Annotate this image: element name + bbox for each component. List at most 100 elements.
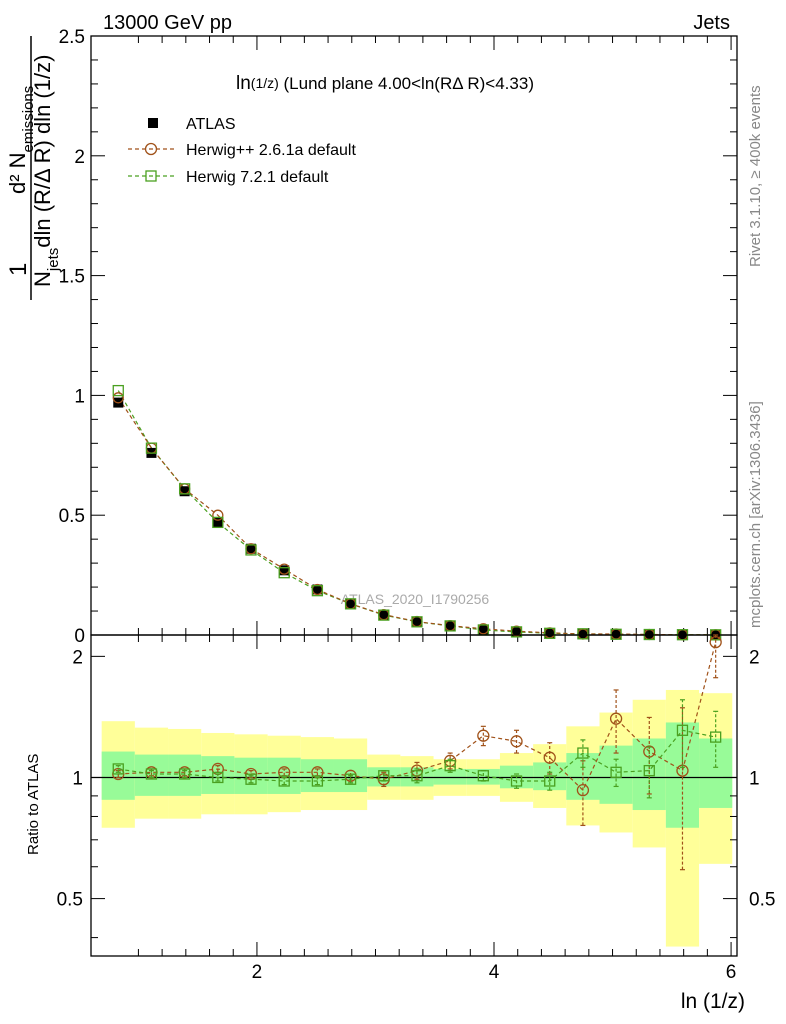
herwig7-ratio-point — [444, 760, 456, 772]
herwig7-point — [112, 384, 124, 397]
y-label-numerator-sub: emissions — [20, 86, 37, 153]
herwig7-ratio-point — [311, 775, 324, 787]
atlas-point — [445, 621, 456, 632]
mcplots-label: mcplots.cern.ch [arXiv:1306.3436] — [747, 401, 764, 628]
x-axis-label: ln (1/z) — [681, 990, 745, 1013]
herwigpp-ratio-point — [543, 751, 556, 764]
y-label-numerator-main: d² N — [5, 152, 30, 194]
herwig7-ratio-point — [577, 747, 589, 759]
herwig7-ratio-point — [178, 768, 191, 780]
y-label-denominator-main: dln (R/Δ R) dln (1/z) — [30, 55, 55, 248]
herwig7-ratio-point — [411, 770, 423, 782]
herwig7-point — [212, 516, 224, 529]
herwig7-ratio-point — [378, 770, 390, 782]
legend-herwig7-marker — [145, 170, 157, 182]
herwig7-ratio-point — [676, 724, 689, 736]
y-tick-label: 2 — [74, 147, 85, 168]
atlas-point — [345, 598, 356, 609]
herwig7-ratio-point — [245, 773, 257, 785]
plot-title-rest: (Lund plane 4.00<ln(RΔ R)<4.33) — [279, 74, 534, 93]
herwigpp-ratio-point — [609, 712, 623, 725]
ratio-y-tick-label: 1 — [72, 768, 83, 789]
atlas-point — [378, 609, 389, 620]
legend-herwigpp-marker — [144, 142, 158, 156]
ratio-y-tick-label-right: 0.5 — [749, 890, 775, 911]
herwigpp-ratio-point — [709, 635, 722, 649]
herwig7-point — [145, 442, 158, 454]
ratio-y-tick-label-right: 2 — [749, 647, 760, 668]
y-label-numerator: d² Nemissions — [5, 86, 37, 194]
atlas-point — [511, 626, 522, 637]
herwigpp-ratio-point — [477, 729, 490, 742]
ratio-y-tick-label: 0.5 — [57, 890, 83, 911]
plot-title-base: ln — [236, 73, 251, 94]
atlas-point — [279, 565, 290, 576]
y-axis-label-main: 1 d² Nemissions Njetsdln (R/Δ R) dln (1/… — [5, 36, 62, 300]
x-tick-label: 4 — [489, 962, 500, 983]
ratio-y-tick-label-right: 1 — [749, 768, 760, 789]
herwig7-ratio-point — [710, 731, 722, 743]
herwig7-point — [577, 628, 589, 640]
herwig7-ratio-point — [112, 763, 124, 775]
herwig7-ratio-line — [118, 729, 716, 782]
y-label-denominator-sub: jets — [45, 248, 62, 272]
herwig7-ratio-point — [145, 768, 158, 780]
herwig7-ratio-point — [643, 764, 655, 777]
herwig7-ratio-point — [212, 771, 224, 784]
herwig7-ratio-point — [510, 775, 523, 787]
herwigpp-point — [212, 509, 224, 521]
atlas-point — [246, 543, 257, 554]
herwigpp-point — [112, 392, 124, 404]
herwig7-point — [178, 483, 191, 495]
atlas-point — [212, 517, 223, 528]
herwig7-ratio-point — [278, 775, 290, 787]
header-jets-label: Jets — [693, 12, 730, 34]
herwig7-point — [311, 585, 324, 597]
atlas-point — [478, 624, 489, 635]
uncertainty-band-green — [632, 738, 666, 811]
ratio-y-tick-label: 2 — [72, 647, 83, 668]
herwig7-point — [411, 616, 423, 628]
legend: ATLAS Herwig++ 2.6.1a default Herwig 7.2… — [128, 116, 356, 186]
herwig7-ratio-point — [610, 766, 622, 778]
herwig7-point — [378, 609, 390, 621]
rivet-version-label: Rivet 3.1.10, ≥ 400k events — [747, 85, 764, 267]
y-tick-label: 0.5 — [59, 506, 85, 527]
herwig7-ratio-point — [544, 775, 556, 787]
plot-title: ln(1/z) (Lund plane 4.00<ln(RΔ R)<4.33) — [236, 73, 534, 94]
legend-atlas-marker — [148, 118, 158, 128]
atlas-point — [411, 616, 422, 627]
y-tick-label: 1 — [74, 386, 85, 407]
y-tick-label: 1.5 — [59, 267, 85, 288]
herwigpp-ratio-point — [510, 735, 523, 748]
atlas-point — [179, 486, 190, 497]
herwigpp-ratio-point — [576, 784, 590, 797]
herwig7-point — [444, 620, 456, 632]
herwig7-point — [245, 544, 257, 556]
ratio-panel: 2 4 6 0.5 0.5 1 1 2 2 — [57, 634, 775, 983]
herwigpp-ratio-line — [118, 641, 717, 792]
herwig7-point — [544, 627, 556, 639]
atlas-point — [577, 629, 588, 640]
uncertainty-band-green — [699, 738, 733, 808]
herwig7-ratio-point — [477, 770, 489, 782]
herwig7-ratio-point — [344, 773, 357, 785]
legend-herwigpp-label: Herwig++ 2.6.1a default — [186, 142, 356, 159]
plot-title-sub: (1/z) — [251, 75, 279, 91]
herwig7-point — [610, 628, 622, 640]
herwig7-point — [278, 567, 290, 579]
legend-atlas-label: ATLAS — [186, 116, 236, 133]
herwig7-point — [510, 626, 523, 638]
y-axis-label-ratio: Ratio to ATLAS — [25, 754, 42, 855]
x-tick-label: 2 — [252, 962, 263, 983]
header-beam-label: 13000 GeV pp — [103, 12, 232, 34]
atlas-point — [312, 584, 323, 595]
y-tick-label: 2.5 — [59, 27, 85, 48]
analysis-watermark: ATLAS_2020_I1790256 — [341, 591, 490, 607]
x-tick-label: 6 — [726, 962, 737, 983]
herwig7-point — [344, 598, 357, 610]
y-tick-label: 0 — [74, 626, 85, 647]
uncertainty-band-green — [433, 768, 467, 785]
y-label-denominator: Njetsdln (R/Δ R) dln (1/z) — [30, 55, 62, 287]
